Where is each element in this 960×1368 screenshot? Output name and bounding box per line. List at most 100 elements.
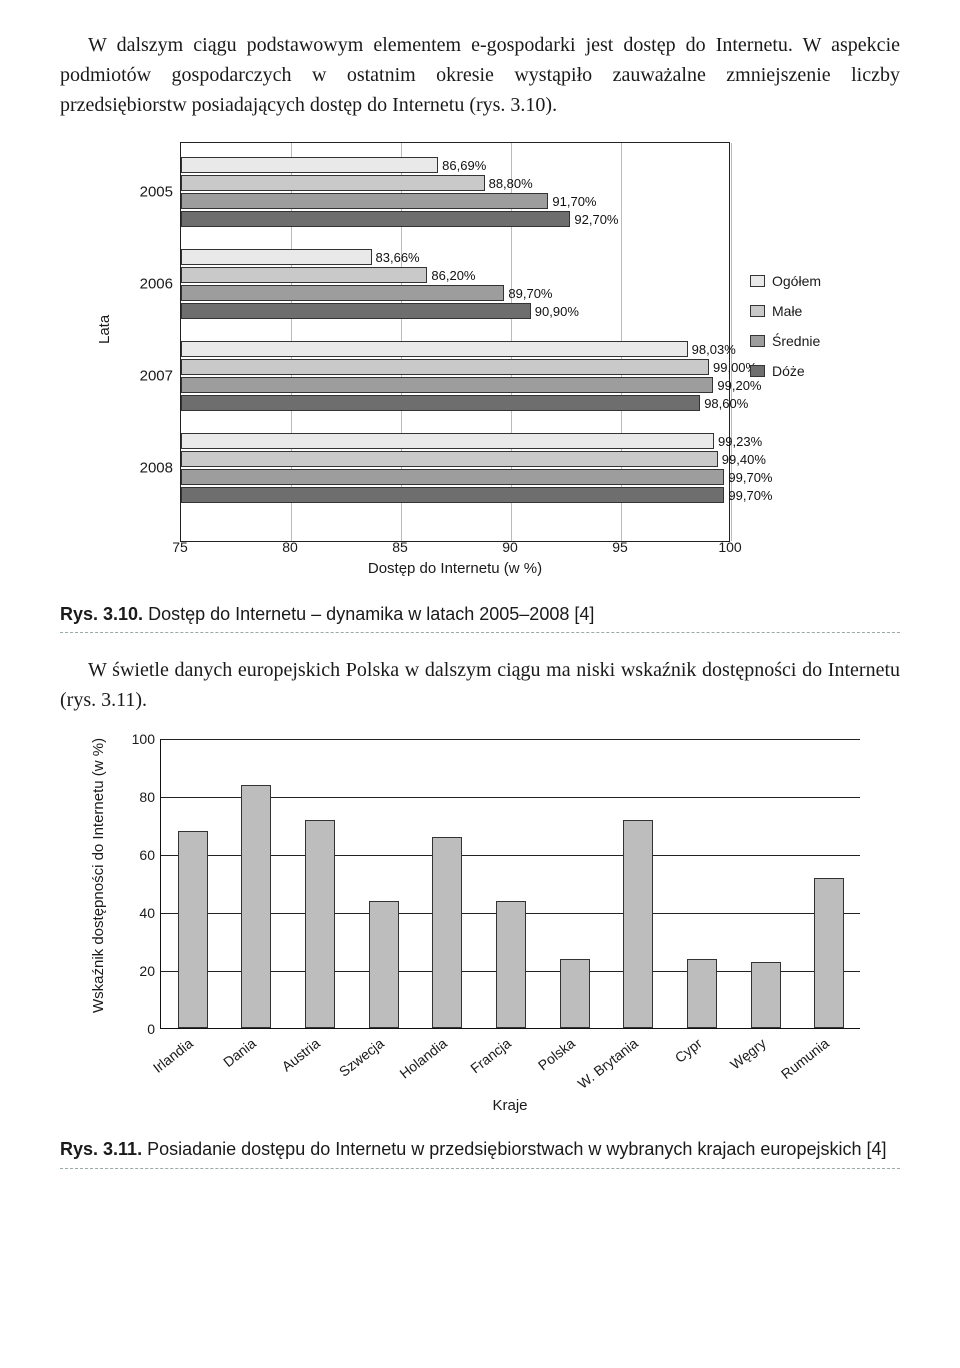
chart2-y-tick: 60 [119, 847, 155, 863]
chart2-bar [305, 820, 335, 1029]
chart2-x-category: Francja [504, 1029, 522, 1048]
chart2-x-category: Holandia [440, 1029, 458, 1048]
chart1-bar-value: 99,70% [728, 470, 772, 485]
chart1-year-group: 98,03%99,00%99,20%98,60% [181, 341, 729, 411]
chart1-bar-value: 90,90% [535, 304, 579, 319]
chart1-bar-value: 88,80% [489, 176, 533, 191]
chart1-bar [181, 303, 531, 319]
caption-label: Rys. 3.11. [60, 1139, 142, 1159]
chart1-year-group: 83,66% 86,20% 89,70% 90,90% [181, 249, 729, 319]
caption-text: Posiadanie dostępu do Internetu w przeds… [142, 1139, 886, 1159]
legend-label: Dóże [772, 363, 805, 379]
chart1-bar [181, 487, 724, 503]
chart2-bar [560, 959, 590, 1029]
chart1-bar [181, 285, 504, 301]
chart2-x-category: Szwecja [377, 1029, 395, 1048]
chart1-bar [181, 193, 548, 209]
chart1-bar-value: 91,70% [552, 194, 596, 209]
chart1-y-axis-label: Lata [96, 315, 113, 344]
chart2-y-tick: 80 [119, 789, 155, 805]
caption-text: Dostęp do Internetu – dynamika w latach … [143, 604, 594, 624]
chart2-x-category: Dania [249, 1029, 267, 1048]
chart1-bar [181, 451, 718, 467]
chart2-x-category: Rumunia [822, 1029, 840, 1048]
chart1-bar-value: 99,40% [722, 452, 766, 467]
divider [60, 1168, 900, 1169]
chart1-bar-value: 98,60% [704, 396, 748, 411]
chart2-bar [751, 962, 781, 1029]
chart2-y-tick: 0 [119, 1021, 155, 1037]
chart1-legend-item: Średnie [750, 333, 821, 349]
chart1-bar [181, 341, 688, 357]
chart2-bar [241, 785, 271, 1029]
chart2-x-axis-label: Kraje [160, 1097, 860, 1114]
legend-label: Małe [772, 303, 802, 319]
chart1-bar-value: 99,23% [718, 434, 762, 449]
chart1-legend-item: Dóże [750, 363, 821, 379]
chart1-bar [181, 395, 700, 411]
chart2-y-tick: 20 [119, 963, 155, 979]
chart1-bar [181, 267, 427, 283]
chart1-y-tick: 2008 [123, 460, 173, 477]
chart2-y-axis-label: Wskaźnik dostępności do Internetu (w %) [90, 738, 107, 1013]
chart1-y-tick: 2005 [123, 184, 173, 201]
legend-swatch [750, 335, 765, 347]
chart2-bar [178, 831, 208, 1028]
caption-label: Rys. 3.10. [60, 604, 143, 624]
chart2-x-category: Cypr [695, 1029, 713, 1048]
chart1-y-tick: 2006 [123, 276, 173, 293]
legend-swatch [750, 305, 765, 317]
chart1-bar [181, 359, 709, 375]
chart2-plot-area: 020406080100 [160, 739, 860, 1029]
chart2-bar [814, 878, 844, 1029]
chart1-year-group: 99,23%99,40%99,70%99,70% [181, 433, 729, 503]
chart1-bar [181, 211, 570, 227]
chart1-bar-value: 98,03% [692, 342, 736, 357]
divider [60, 632, 900, 633]
chart1-bar [181, 157, 438, 173]
legend-swatch [750, 275, 765, 287]
chart1-y-tick: 2007 [123, 368, 173, 385]
chart1-year-group: 86,69%88,80%91,70%92,70% [181, 157, 729, 227]
legend-label: Ogółem [772, 273, 821, 289]
chart1-x-tick: 75 [165, 539, 195, 555]
chart-internet-eu-countries: Wskaźnik dostępności do Internetu (w %) … [60, 729, 890, 1129]
chart1-bar-value: 89,70% [508, 286, 552, 301]
chart1-x-tick: 95 [605, 539, 635, 555]
chart1-legend-item: Małe [750, 303, 821, 319]
chart2-x-category: Irlandia [186, 1029, 204, 1048]
chart1-bar-value: 92,70% [574, 212, 618, 227]
chart2-gridline [161, 739, 860, 740]
chart2-y-tick: 100 [119, 731, 155, 747]
chart2-x-category: Austria [313, 1029, 331, 1048]
chart2-bar [432, 837, 462, 1028]
chart1-plot-area: 86,69%88,80%91,70%92,70%200583,66%86,20%… [180, 142, 730, 542]
chart1-bar [181, 249, 372, 265]
chart1-bar [181, 469, 724, 485]
chart1-x-tick: 100 [715, 539, 745, 555]
chart1-legend-item: Ogółem [750, 273, 821, 289]
chart-internet-2005-2008: Lata 86,69%88,80%91,70%92,70%200583,66%8… [90, 134, 870, 594]
legend-swatch [750, 365, 765, 377]
paragraph-intro: W dalszym ciągu podstawowym elementem e-… [60, 30, 900, 120]
chart1-x-tick: 90 [495, 539, 525, 555]
chart1-x-tick: 80 [275, 539, 305, 555]
caption-fig-3-11: Rys. 3.11. Posiadanie dostępu do Interne… [60, 1137, 900, 1161]
chart2-y-tick: 40 [119, 905, 155, 921]
legend-label: Średnie [772, 333, 820, 349]
chart1-bar [181, 433, 714, 449]
chart1-bar-value: 99,70% [728, 488, 772, 503]
chart2-x-category: W. Brytania [631, 1029, 649, 1048]
chart2-bar [369, 901, 399, 1029]
chart1-x-axis-label: Dostęp do Internetu (w %) [180, 560, 730, 577]
paragraph-europe: W świetle danych europejskich Polska w d… [60, 655, 900, 715]
chart1-bar-value: 83,66% [376, 250, 420, 265]
chart1-bar-value: 86,20% [431, 268, 475, 283]
chart1-bar [181, 175, 485, 191]
chart2-bar [687, 959, 717, 1029]
chart1-legend: Ogółem Małe Średnie Dóże [750, 259, 821, 393]
chart2-x-category: Polska [568, 1029, 586, 1048]
chart1-x-tick: 85 [385, 539, 415, 555]
chart2-bar [496, 901, 526, 1029]
chart1-bar [181, 377, 713, 393]
